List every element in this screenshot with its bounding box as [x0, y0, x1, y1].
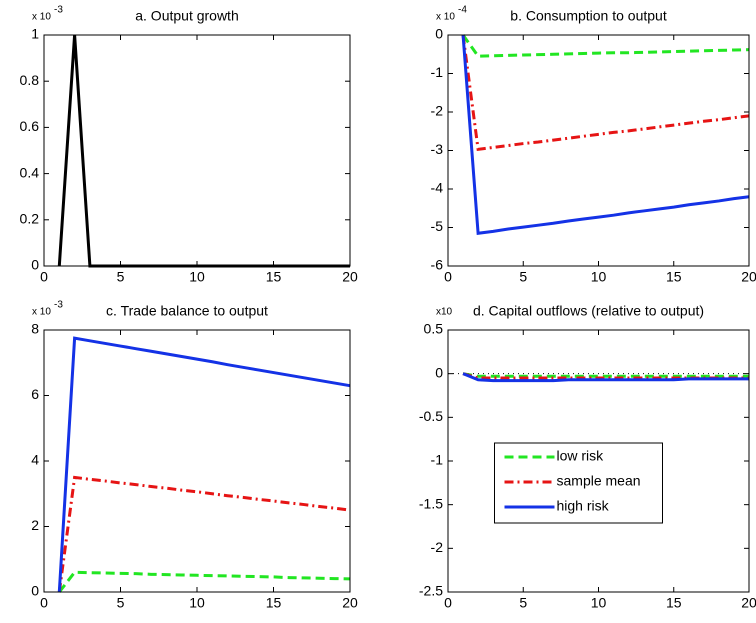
y-tick-label: 6 — [31, 386, 39, 402]
y-tick-label: 0.5 — [424, 321, 444, 337]
x-tick-label: 20 — [741, 269, 756, 285]
axes-box — [43, 34, 351, 267]
x-tick-label: 10 — [591, 595, 607, 611]
y-tick-label: 0 — [435, 364, 443, 380]
y-multiplier: x10 — [436, 307, 453, 318]
series-line — [461, 34, 750, 58]
x-tick-label: 10 — [189, 595, 205, 611]
y-tick-label: 0.4 — [20, 164, 40, 180]
y-tick-label: 1 — [31, 26, 39, 42]
y-tick-label: -3 — [431, 141, 444, 157]
y-tick-label: 8 — [31, 321, 39, 337]
y-tick-label: -5 — [431, 218, 444, 234]
x-tick-label: 20 — [741, 595, 756, 611]
y-exponent: -3 — [54, 5, 63, 16]
x-tick-label: 5 — [117, 595, 125, 611]
y-exponent: -3 — [54, 300, 63, 311]
plot-area — [44, 330, 350, 592]
x-tick-label: 15 — [666, 595, 682, 611]
y-tick-label: -1 — [431, 452, 444, 468]
series-line — [461, 34, 750, 235]
x-tick-label: 0 — [40, 595, 48, 611]
y-tick-label: -2 — [431, 539, 444, 555]
y-tick-label: 2 — [31, 517, 39, 533]
series-line — [462, 372, 749, 383]
plot-area — [448, 35, 749, 266]
series-line — [57, 475, 351, 593]
y-multiplier: x 10 — [436, 12, 455, 23]
x-tick-label: 20 — [342, 269, 358, 285]
axes-box — [447, 34, 750, 267]
x-tick-label: 5 — [519, 269, 527, 285]
x-tick-label: 5 — [117, 269, 125, 285]
chart-title: a. Output growth — [135, 8, 239, 24]
y-tick-label: -2.5 — [419, 583, 443, 599]
series-line — [57, 336, 351, 593]
x-tick-label: 10 — [189, 269, 205, 285]
x-tick-label: 15 — [266, 595, 282, 611]
y-tick-label: -2 — [431, 103, 444, 119]
x-tick-label: 15 — [266, 269, 282, 285]
plot-area — [44, 35, 350, 266]
y-tick-label: 0.2 — [20, 211, 40, 227]
y-tick-label: -4 — [431, 180, 444, 196]
y-tick-label: -0.5 — [419, 408, 443, 424]
y-exponent: -4 — [458, 5, 467, 16]
y-multiplier: x 10 — [32, 12, 51, 23]
x-tick-label: 15 — [666, 269, 682, 285]
chart-title: c. Trade balance to output — [106, 303, 268, 319]
y-tick-label: -1.5 — [419, 495, 443, 511]
chart-title: d. Capital outflows (relative to output) — [473, 303, 704, 319]
x-tick-label: 0 — [444, 595, 452, 611]
series-line — [58, 570, 351, 593]
axes-box — [447, 329, 750, 593]
axes-box — [43, 329, 351, 593]
x-tick-label: 0 — [444, 269, 452, 285]
y-multiplier: x 10 — [32, 307, 51, 318]
x-tick-label: 20 — [342, 595, 358, 611]
legend-label: sample mean — [557, 473, 641, 489]
y-tick-label: 0.6 — [20, 118, 40, 134]
y-tick-label: 0 — [31, 583, 39, 599]
y-tick-label: 0.8 — [20, 72, 40, 88]
y-tick-label: 0 — [435, 26, 443, 42]
series-line — [462, 372, 749, 378]
y-tick-label: 4 — [31, 452, 39, 468]
x-tick-label: 0 — [40, 269, 48, 285]
legend-label: low risk — [557, 448, 605, 464]
y-tick-label: -6 — [431, 257, 444, 273]
y-tick-label: 0 — [31, 257, 39, 273]
x-tick-label: 5 — [519, 595, 527, 611]
x-tick-label: 10 — [591, 269, 607, 285]
chart-title: b. Consumption to output — [510, 8, 667, 24]
legend-label: high risk — [557, 498, 610, 514]
y-tick-label: -1 — [431, 64, 444, 80]
